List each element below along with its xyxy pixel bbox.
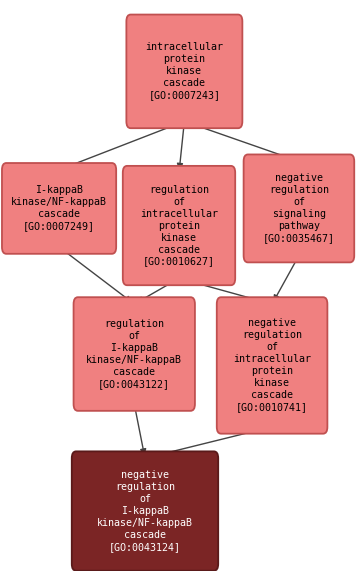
FancyBboxPatch shape bbox=[72, 451, 218, 571]
Text: regulation
of
intracellular
protein
kinase
cascade
[GO:0010627]: regulation of intracellular protein kina… bbox=[140, 184, 218, 267]
FancyBboxPatch shape bbox=[217, 297, 328, 434]
Text: negative
regulation
of
intracellular
protein
kinase
cascade
[GO:0010741]: negative regulation of intracellular pro… bbox=[233, 319, 311, 412]
FancyBboxPatch shape bbox=[123, 166, 235, 286]
FancyBboxPatch shape bbox=[74, 297, 195, 411]
FancyBboxPatch shape bbox=[243, 154, 354, 263]
FancyBboxPatch shape bbox=[126, 15, 242, 128]
FancyBboxPatch shape bbox=[2, 163, 116, 254]
Text: negative
regulation
of
I-kappaB
kinase/NF-kappaB
cascade
[GO:0043124]: negative regulation of I-kappaB kinase/N… bbox=[97, 470, 193, 552]
Text: negative
regulation
of
signaling
pathway
[GO:0035467]: negative regulation of signaling pathway… bbox=[263, 174, 335, 243]
Text: intracellular
protein
kinase
cascade
[GO:0007243]: intracellular protein kinase cascade [GO… bbox=[145, 42, 223, 100]
Text: I-kappaB
kinase/NF-kappaB
cascade
[GO:0007249]: I-kappaB kinase/NF-kappaB cascade [GO:00… bbox=[11, 186, 107, 231]
Text: regulation
of
I-kappaB
kinase/NF-kappaB
cascade
[GO:0043122]: regulation of I-kappaB kinase/NF-kappaB … bbox=[86, 319, 182, 389]
